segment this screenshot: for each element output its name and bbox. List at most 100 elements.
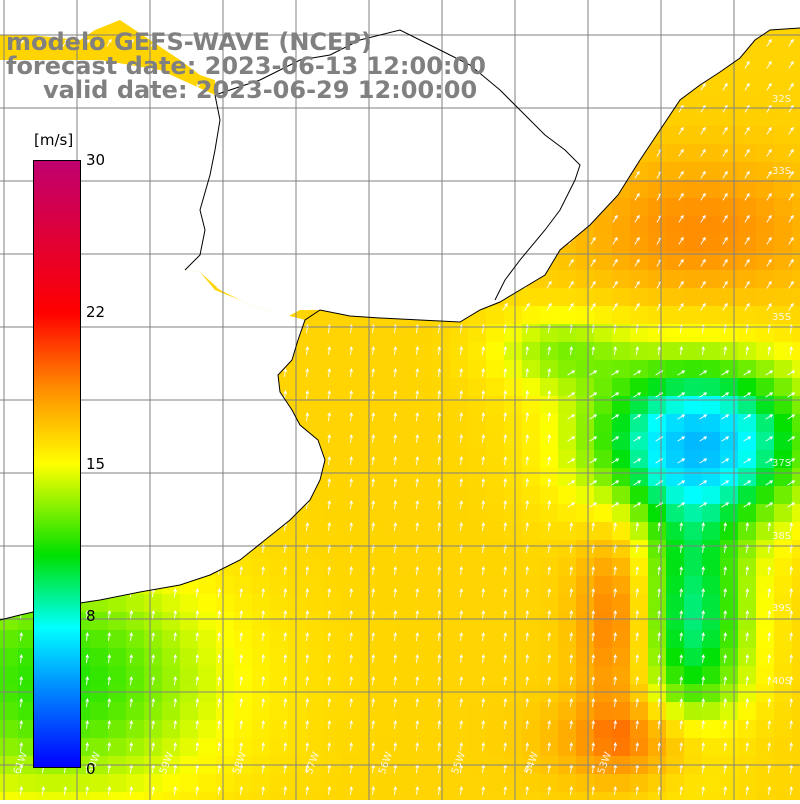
wind-cell xyxy=(324,630,342,648)
wind-cell xyxy=(792,288,800,306)
wind-arrow xyxy=(611,436,620,442)
wind-cell xyxy=(648,216,666,234)
wind-cell xyxy=(270,594,288,612)
wind-arrow xyxy=(657,742,662,752)
wind-cell xyxy=(774,378,792,396)
wind-cell xyxy=(504,342,522,360)
wind-arrow xyxy=(481,566,486,576)
wind-arrow xyxy=(195,654,200,664)
wind-arrow xyxy=(745,632,750,642)
wind-arrow xyxy=(722,214,728,223)
wind-cell xyxy=(18,774,36,792)
wind-cell xyxy=(594,684,612,702)
wind-cell xyxy=(774,216,792,234)
wind-arrow xyxy=(722,192,728,201)
wind-cell xyxy=(594,216,612,234)
wind-arrow xyxy=(722,82,728,91)
wind-arrow xyxy=(789,610,794,620)
colorbar-tick-30: 30 xyxy=(86,151,106,169)
wind-cell xyxy=(180,792,198,804)
wind-cell xyxy=(756,504,774,522)
wind-arrow xyxy=(547,346,552,356)
wind-arrow xyxy=(743,480,752,486)
wind-cell xyxy=(738,702,756,720)
wind-cell xyxy=(144,684,162,702)
wind-cell xyxy=(576,576,594,594)
wind-arrow xyxy=(547,390,552,400)
wind-cell xyxy=(432,342,450,360)
wind-cell xyxy=(576,774,594,792)
wind-cell xyxy=(378,666,396,684)
wind-cell xyxy=(450,432,468,450)
wind-arrow xyxy=(547,632,552,642)
wind-arrow xyxy=(327,566,332,576)
wind-cell xyxy=(612,774,630,792)
wind-arrow xyxy=(107,654,112,664)
wind-cell xyxy=(792,522,800,540)
wind-cell xyxy=(180,774,198,792)
wind-arrow xyxy=(591,720,596,730)
wind-cell xyxy=(414,684,432,702)
wind-cell xyxy=(630,486,648,504)
wind-cell xyxy=(684,576,702,594)
wind-cell xyxy=(522,432,540,450)
coastline xyxy=(0,27,800,621)
wind-cell xyxy=(612,684,630,702)
wind-arrow xyxy=(283,390,288,400)
wind-arrow xyxy=(547,786,552,796)
wind-cell xyxy=(720,90,738,108)
wind-arrow xyxy=(349,412,354,422)
wind-cell xyxy=(396,648,414,666)
wind-cell xyxy=(90,612,108,630)
wind-cell xyxy=(594,414,612,432)
wind-cell xyxy=(288,558,306,576)
wind-cell xyxy=(756,54,774,72)
wind-arrow xyxy=(239,720,244,730)
wind-cell xyxy=(90,702,108,720)
wind-cell xyxy=(522,702,540,720)
wind-cell xyxy=(126,36,144,54)
wind-cell xyxy=(540,612,558,630)
wind-cell xyxy=(666,648,684,666)
wind-arrow xyxy=(567,436,576,442)
wind-cell xyxy=(522,522,540,540)
wind-arrow xyxy=(677,502,686,508)
wind-cell xyxy=(720,216,738,234)
wind-cell xyxy=(378,774,396,792)
wind-cell xyxy=(0,648,18,666)
wind-arrow xyxy=(766,60,772,69)
wind-arrow xyxy=(371,698,376,708)
wind-cell xyxy=(432,630,450,648)
wind-cell xyxy=(558,594,576,612)
wind-cell xyxy=(648,468,666,486)
wind-cell xyxy=(792,144,800,162)
wind-cell xyxy=(738,360,756,378)
wind-cell xyxy=(792,162,800,180)
wind-cell xyxy=(630,378,648,396)
wind-cell xyxy=(378,630,396,648)
wind-cell xyxy=(684,306,702,324)
wind-arrow xyxy=(567,502,576,508)
wind-arrow xyxy=(481,698,486,708)
wind-arrow xyxy=(327,412,332,422)
wind-cell xyxy=(54,774,72,792)
wind-cell xyxy=(288,540,306,558)
wind-cell xyxy=(702,612,720,630)
wind-cell xyxy=(666,702,684,720)
wind-arrow xyxy=(85,610,90,620)
wind-cell xyxy=(648,738,666,756)
wind-cell xyxy=(684,450,702,468)
wind-cell xyxy=(504,666,522,684)
wind-cell xyxy=(720,126,738,144)
wind-cell xyxy=(738,576,756,594)
wind-cell xyxy=(774,306,792,324)
wind-cell xyxy=(684,414,702,432)
wind-cell xyxy=(252,594,270,612)
wind-cell xyxy=(306,792,324,804)
wind-cell xyxy=(612,270,630,288)
wind-cell xyxy=(612,288,630,306)
wind-cell xyxy=(468,648,486,666)
wind-arrow xyxy=(503,434,508,444)
wind-arrow xyxy=(611,414,620,420)
wind-arrow xyxy=(547,610,552,620)
